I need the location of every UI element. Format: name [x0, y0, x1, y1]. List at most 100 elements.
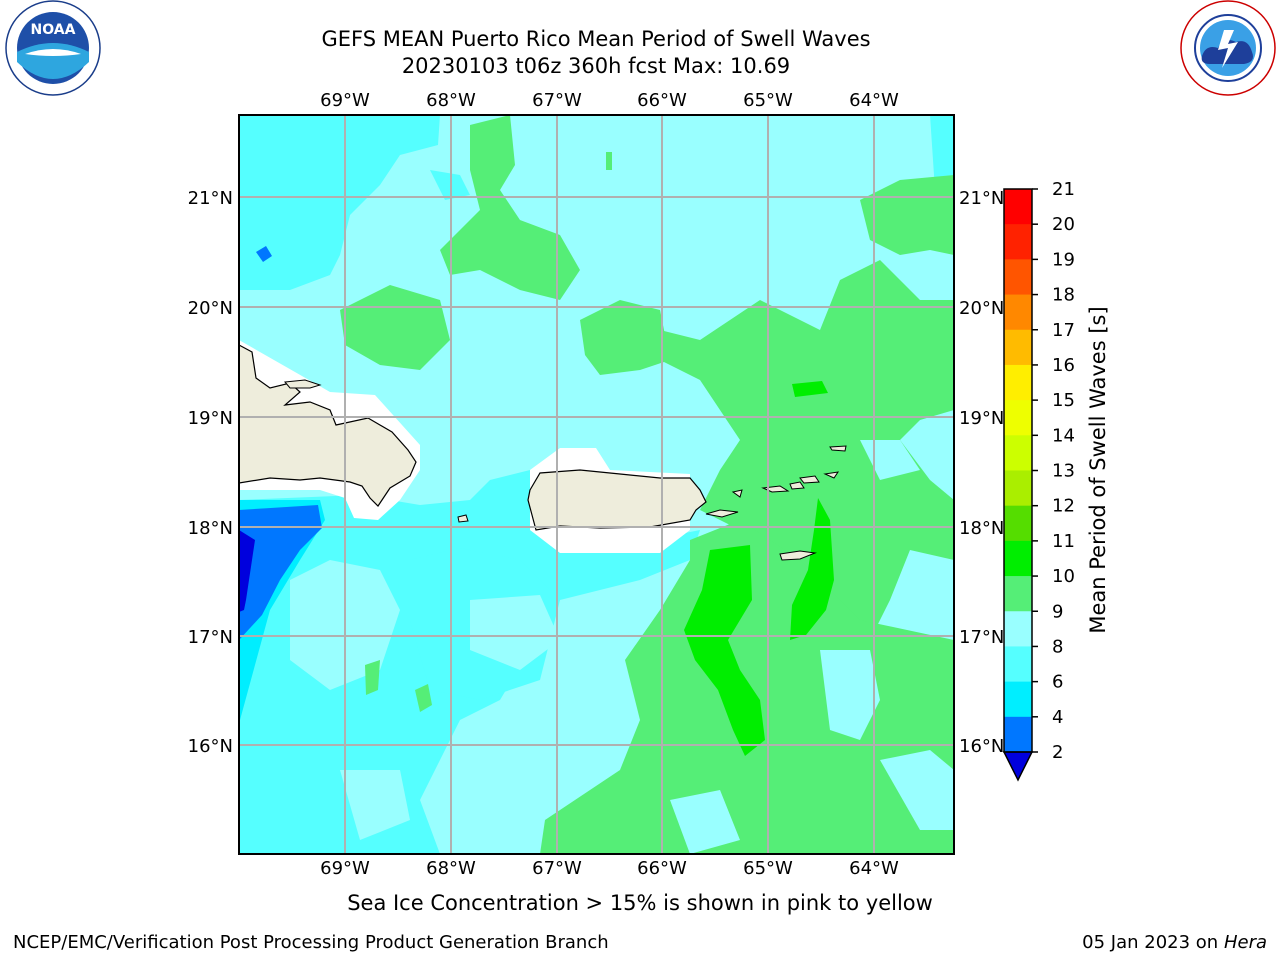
colorbar-band [1004, 435, 1032, 471]
footer-date-text: 05 Jan 2023 on [1082, 932, 1224, 953]
contour-9-10-small-c [606, 152, 612, 170]
lon-label-bottom: 65°W [743, 858, 793, 879]
colorbar-band [1004, 364, 1032, 401]
lat-label-left: 19°N [188, 408, 233, 429]
colorbar-tick-label: 10 [1052, 566, 1075, 587]
lon-label-top: 66°W [637, 90, 687, 111]
contour-2-4-southwest [239, 505, 322, 640]
map-grid [239, 115, 954, 854]
land-st-john [789, 481, 805, 490]
colorbar-band [1004, 540, 1032, 577]
contour-10-11-east-b [790, 498, 834, 640]
lon-label-bottom: 67°W [532, 858, 582, 879]
contour-2-4-small [256, 246, 272, 262]
sea-ice-caption: Sea Ice Concentration > 15% is shown in … [347, 891, 933, 915]
colorbar-band [1004, 470, 1032, 507]
contour-9-10-small-a [365, 660, 380, 695]
colorbar-tick-label: 16 [1052, 355, 1075, 376]
colorbar-band [1004, 646, 1032, 683]
colorbar-band [1004, 189, 1032, 225]
contour-8-9-southeast-a [820, 650, 880, 740]
lon-label-top: 65°W [743, 90, 793, 111]
colorbar-band [1004, 576, 1032, 612]
colorbar: 2 4 6 8 9 10 11 12 13 14 15 16 17 18 19 20 21 [1002, 179, 1075, 782]
lat-label-right: 16°N [959, 736, 1004, 757]
colorbar-band [1004, 400, 1032, 436]
lat-label-left: 17°N [188, 627, 233, 648]
footer-date: 05 Jan 2023 on Hera [1082, 932, 1267, 953]
contour-6-8-south-lower [239, 800, 440, 854]
map-title: GEFS MEAN Puerto Rico Mean Period of Swe… [321, 27, 871, 51]
colorbar-band [1004, 224, 1032, 260]
colorbar-tick-label: 20 [1052, 214, 1075, 235]
colorbar-tick-label: 17 [1052, 320, 1075, 341]
colorbar-tick-label: 18 [1052, 285, 1075, 306]
lon-label-bottom: 66°W [637, 858, 687, 879]
colorbar-band [1004, 716, 1032, 753]
land-anegada [829, 445, 847, 452]
colorbar-tick-label: 2 [1052, 742, 1063, 763]
colorbar-band [1004, 611, 1032, 647]
map-frame [238, 114, 955, 855]
lon-label-top: 69°W [320, 90, 370, 111]
colorbar-tick-label: 6 [1052, 672, 1063, 693]
land-culebra [731, 489, 743, 498]
colorbar-tick-label: 11 [1052, 531, 1075, 552]
lon-label-top: 68°W [426, 90, 476, 111]
colorbar-tick-label: 14 [1052, 425, 1075, 446]
colorbar-tick-label: 9 [1052, 601, 1063, 622]
colorbar-tick-label: 19 [1052, 249, 1075, 270]
land-mona [457, 514, 469, 523]
colorbar-tick-label: 21 [1052, 179, 1075, 200]
lat-label-right: 17°N [959, 627, 1004, 648]
lat-label-left: 16°N [188, 736, 233, 757]
lat-label-right: 21°N [959, 188, 1004, 209]
lon-label-top: 64°W [849, 90, 899, 111]
colorbar-tick-label: 15 [1052, 390, 1075, 411]
contour-9-10-small-b [415, 684, 432, 712]
lat-label-right: 18°N [959, 518, 1004, 539]
land-tortola [799, 475, 820, 484]
land-puerto-rico [527, 469, 707, 531]
lon-label-bottom: 69°W [320, 858, 370, 879]
noaa-logo: NOAA [5, 0, 101, 96]
lon-label-bottom: 68°W [426, 858, 476, 879]
colorbar-band [1004, 259, 1032, 296]
colorbar-band [1004, 294, 1032, 331]
lon-label-top: 67°W [532, 90, 582, 111]
land-vieques [705, 509, 739, 518]
colorbar-tick-label: 13 [1052, 461, 1075, 482]
colorbar-label: Mean Period of Swell Waves [s] [1086, 306, 1110, 633]
colorbar-band [1004, 329, 1032, 366]
contour-10-11-east-a [684, 545, 765, 756]
map-subtitle: 20230103 t06z 360h fcst Max: 10.69 [401, 54, 791, 78]
colorbar-tick-label: 4 [1052, 707, 1063, 728]
colorbar-extension [1002, 751, 1034, 782]
noaa-logo-text: NOAA [31, 22, 76, 38]
contour-9-10-north-band [440, 115, 580, 300]
colorbar-band [1004, 505, 1032, 542]
lat-label-right: 20°N [959, 298, 1004, 319]
contour-8-9-southeast-c [670, 790, 740, 854]
contour-10-11-east-c [792, 381, 828, 397]
lon-label-bottom: 64°W [849, 858, 899, 879]
nws-logo [1180, 0, 1276, 96]
colorbar-band [1004, 681, 1032, 718]
contour-8-9-southeast-b [880, 750, 954, 830]
contour-9-10-center [580, 300, 670, 375]
land-tortuga [284, 379, 322, 389]
land-st-croix [779, 550, 817, 561]
footer-machine: Hera [1223, 932, 1267, 953]
contour-8-9-patch-b [470, 595, 560, 670]
lat-label-left: 18°N [188, 518, 233, 539]
land-virgin-gorda [823, 471, 840, 479]
map-figure: 69°W 68°W 67°W 66°W 65°W 64°W 69°W 68°W … [188, 90, 1110, 879]
contour-below-2-southwest [239, 530, 255, 612]
contour-9-10-east-upper [860, 175, 954, 255]
lat-label-left: 21°N [188, 188, 233, 209]
contour-9-10-east-main [660, 260, 954, 660]
colorbar-tick-label: 12 [1052, 496, 1075, 517]
colorbar-tick-label: 8 [1052, 636, 1063, 657]
lat-label-left: 20°N [188, 298, 233, 319]
contour-8-9-patch-c [340, 770, 410, 840]
